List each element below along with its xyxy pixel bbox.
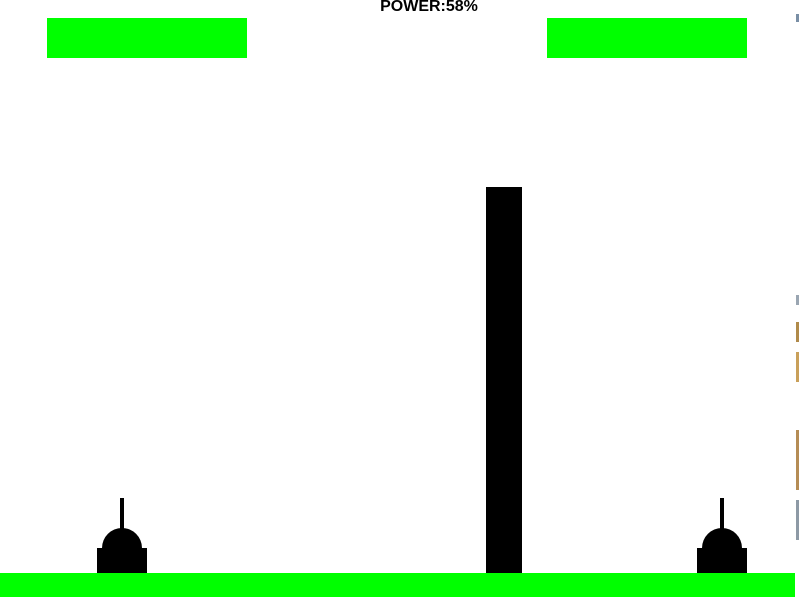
window-edge-mark [796, 295, 799, 305]
left-tank-hull [97, 548, 147, 573]
left-player-health-bar [47, 18, 247, 58]
right-tank-barrel [720, 498, 724, 534]
window-edge-mark [796, 430, 799, 490]
window-edge-mark [796, 500, 799, 540]
ground [0, 573, 795, 597]
window-edge-mark [796, 352, 799, 382]
window-edge-mark [796, 14, 799, 22]
power-readout: POWER:58% [380, 0, 478, 15]
right-player-health-bar [547, 18, 747, 58]
left-tank-barrel [120, 498, 124, 534]
left-tank-icon [97, 498, 147, 573]
right-player-health-fill [547, 18, 747, 58]
right-tank-hull [697, 548, 747, 573]
right-tank-icon [697, 498, 747, 573]
window-edge-mark [796, 322, 799, 342]
left-player-health-fill [47, 18, 247, 58]
center-wall [486, 187, 522, 573]
